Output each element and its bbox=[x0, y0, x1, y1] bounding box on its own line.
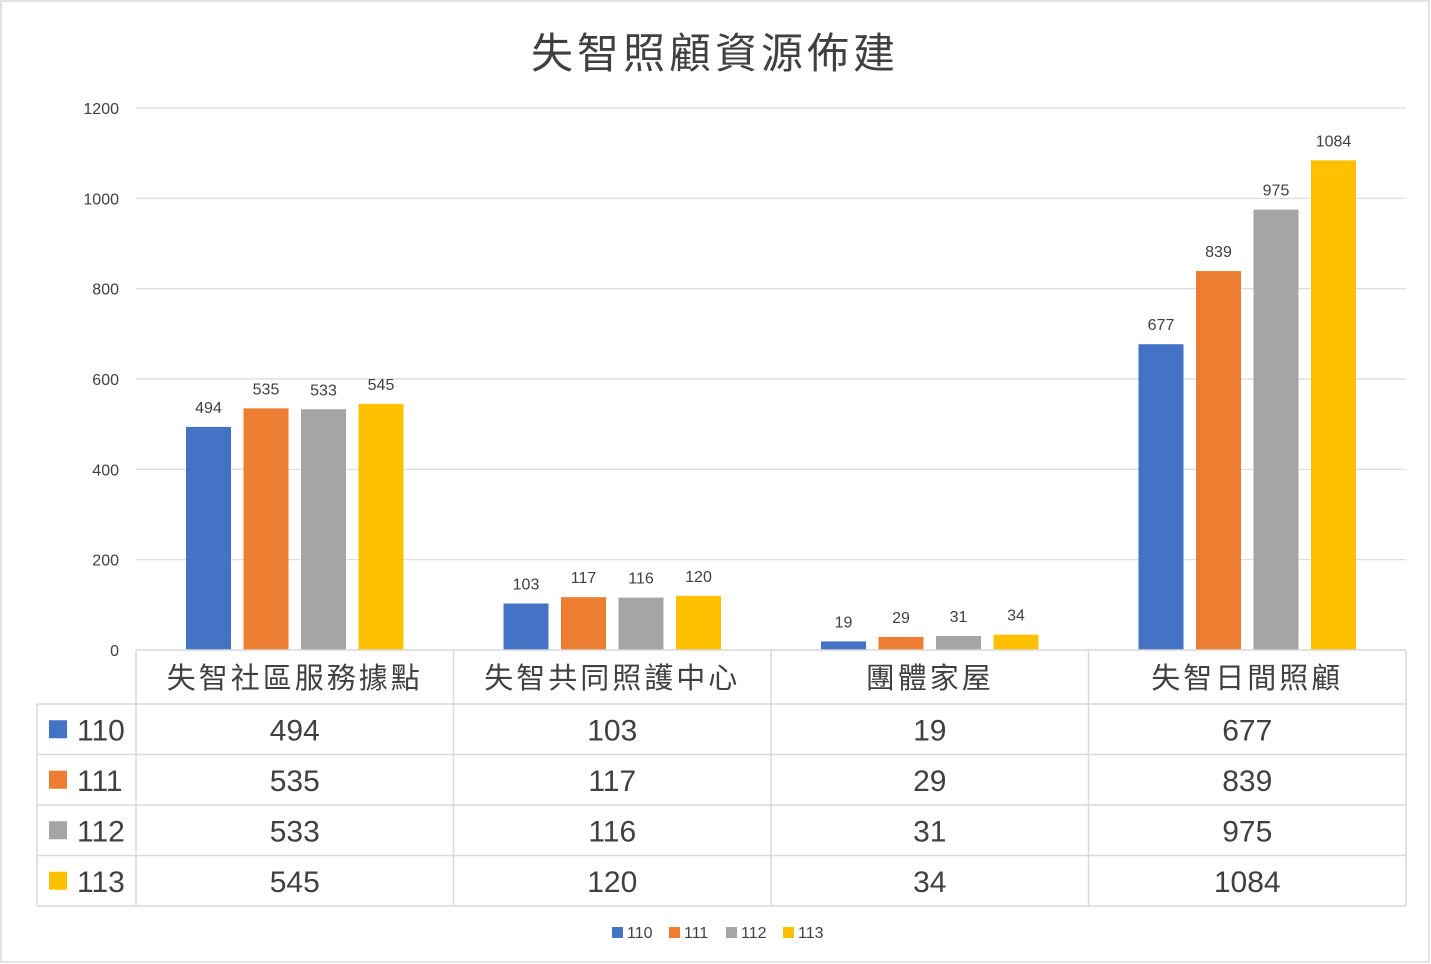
table-cell: 103 bbox=[587, 714, 637, 747]
legend: 110 111 112 113 bbox=[612, 925, 824, 942]
bar bbox=[1311, 160, 1356, 651]
bars bbox=[186, 160, 1356, 651]
series-swatch bbox=[49, 871, 67, 890]
bar bbox=[1138, 344, 1184, 650]
data-label: 103 bbox=[513, 576, 540, 593]
y-axis-ticks: 0 200 400 600 800 1000 1200 bbox=[83, 101, 119, 660]
legend-swatch bbox=[726, 927, 737, 938]
table-cell: 839 bbox=[1222, 765, 1272, 798]
y-tick-label: 0 bbox=[110, 643, 119, 660]
category-label: 失智共同照護中心 bbox=[484, 661, 740, 695]
data-labels: 494 535 533 545 103 117 116 120 19 29 31 34 677 839 97… bbox=[195, 133, 1351, 631]
table-cell: 31 bbox=[913, 815, 946, 848]
table-cell: 19 bbox=[913, 714, 946, 747]
series-row-label: 110 bbox=[77, 714, 125, 747]
bar bbox=[301, 409, 346, 650]
table-cell: 677 bbox=[1222, 714, 1272, 747]
y-tick-label: 200 bbox=[92, 553, 119, 570]
table-cell: 34 bbox=[913, 866, 946, 899]
bar bbox=[676, 595, 721, 650]
y-tick-label: 1200 bbox=[83, 101, 119, 118]
bar bbox=[993, 634, 1039, 650]
legend-label: 113 bbox=[798, 925, 824, 942]
data-label: 545 bbox=[368, 377, 395, 394]
series-row-label: 112 bbox=[77, 815, 125, 848]
table-cell: 29 bbox=[913, 765, 946, 798]
bar bbox=[503, 603, 549, 650]
data-table: 失智社區服務據點 失智共同照護中心 團體家屋 失智日間照顧 110 494 103 19 677… bbox=[36, 649, 1407, 907]
legend-label: 111 bbox=[684, 925, 708, 942]
bar bbox=[878, 636, 924, 650]
category-label: 失智社區服務據點 bbox=[167, 661, 423, 695]
data-label: 19 bbox=[835, 614, 853, 631]
gridlines bbox=[136, 107, 1406, 561]
y-tick-label: 1000 bbox=[83, 191, 119, 208]
data-label: 1084 bbox=[1316, 133, 1352, 150]
table-cell: 545 bbox=[270, 866, 320, 899]
bar bbox=[1196, 271, 1241, 650]
y-tick-label: 600 bbox=[92, 372, 119, 389]
data-label: 116 bbox=[628, 571, 654, 588]
bar bbox=[243, 408, 289, 650]
data-label: 975 bbox=[1263, 183, 1290, 200]
table-cell: 975 bbox=[1222, 815, 1272, 848]
data-label: 533 bbox=[310, 382, 337, 399]
table-cell: 116 bbox=[588, 815, 636, 848]
series-row-label: 111 bbox=[77, 765, 123, 798]
data-label: 29 bbox=[892, 610, 910, 627]
bar bbox=[618, 597, 664, 650]
data-label: 677 bbox=[1148, 317, 1175, 334]
table-cell: 1084 bbox=[1214, 866, 1281, 899]
series-swatch bbox=[49, 821, 67, 840]
data-label: 120 bbox=[685, 569, 712, 586]
bar bbox=[936, 635, 981, 650]
legend-swatch bbox=[669, 927, 680, 938]
series-swatch bbox=[49, 770, 67, 789]
legend-label: 110 bbox=[627, 925, 653, 942]
data-label: 31 bbox=[950, 609, 968, 626]
category-label: 團體家屋 bbox=[866, 661, 994, 695]
table-cell: 535 bbox=[270, 765, 320, 798]
data-label: 494 bbox=[195, 400, 222, 417]
data-label: 535 bbox=[253, 381, 280, 398]
data-label: 34 bbox=[1007, 608, 1025, 625]
bar bbox=[821, 641, 866, 650]
category-label: 失智日間照顧 bbox=[1151, 661, 1343, 695]
chart-title: 失智照顧資源佈建 bbox=[531, 29, 899, 78]
y-tick-label: 400 bbox=[92, 462, 119, 479]
legend-swatch bbox=[783, 927, 794, 938]
data-label: 839 bbox=[1205, 244, 1232, 261]
table-cell: 117 bbox=[588, 765, 636, 798]
legend-label: 112 bbox=[741, 925, 767, 942]
y-tick-label: 800 bbox=[92, 282, 119, 299]
data-label: 117 bbox=[571, 570, 597, 587]
table-cell: 533 bbox=[270, 815, 320, 848]
table-cell: 120 bbox=[587, 866, 637, 899]
table-cell: 494 bbox=[270, 714, 320, 747]
bar bbox=[358, 403, 404, 650]
bar bbox=[186, 426, 231, 650]
legend-swatch bbox=[612, 927, 623, 938]
series-row-label: 113 bbox=[77, 866, 125, 899]
series-swatch bbox=[49, 720, 67, 739]
bar bbox=[561, 597, 606, 650]
bar bbox=[1253, 209, 1299, 650]
